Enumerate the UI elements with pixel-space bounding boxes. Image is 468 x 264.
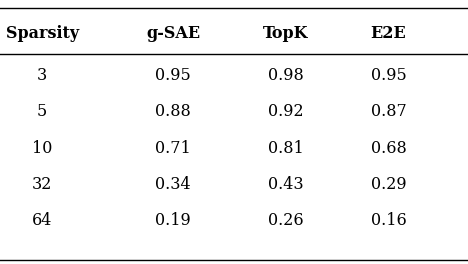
Text: 10: 10 (32, 140, 52, 157)
Text: 32: 32 (32, 176, 52, 193)
Text: 0.71: 0.71 (155, 140, 191, 157)
Text: 0.29: 0.29 (371, 176, 406, 193)
Text: 0.95: 0.95 (371, 67, 406, 84)
Text: 0.34: 0.34 (155, 176, 191, 193)
Text: 5: 5 (37, 103, 47, 120)
Text: 64: 64 (32, 213, 52, 229)
Text: 0.88: 0.88 (155, 103, 191, 120)
Text: 0.26: 0.26 (268, 213, 303, 229)
Text: 0.68: 0.68 (371, 140, 406, 157)
Text: 0.16: 0.16 (371, 213, 406, 229)
Text: 3: 3 (37, 67, 47, 84)
Text: 0.19: 0.19 (155, 213, 191, 229)
Text: E2E: E2E (371, 25, 406, 41)
Text: 0.87: 0.87 (371, 103, 406, 120)
Text: Sparsity: Sparsity (6, 25, 79, 41)
Text: 0.98: 0.98 (268, 67, 303, 84)
Text: TopK: TopK (263, 25, 308, 41)
Text: g-SAE: g-SAE (146, 25, 200, 41)
Text: 0.95: 0.95 (155, 67, 191, 84)
Text: 0.43: 0.43 (268, 176, 303, 193)
Text: 0.81: 0.81 (268, 140, 303, 157)
Text: 0.92: 0.92 (268, 103, 303, 120)
